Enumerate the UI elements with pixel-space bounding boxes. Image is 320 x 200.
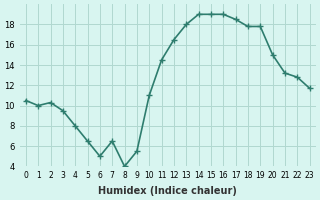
X-axis label: Humidex (Indice chaleur): Humidex (Indice chaleur)	[98, 186, 237, 196]
